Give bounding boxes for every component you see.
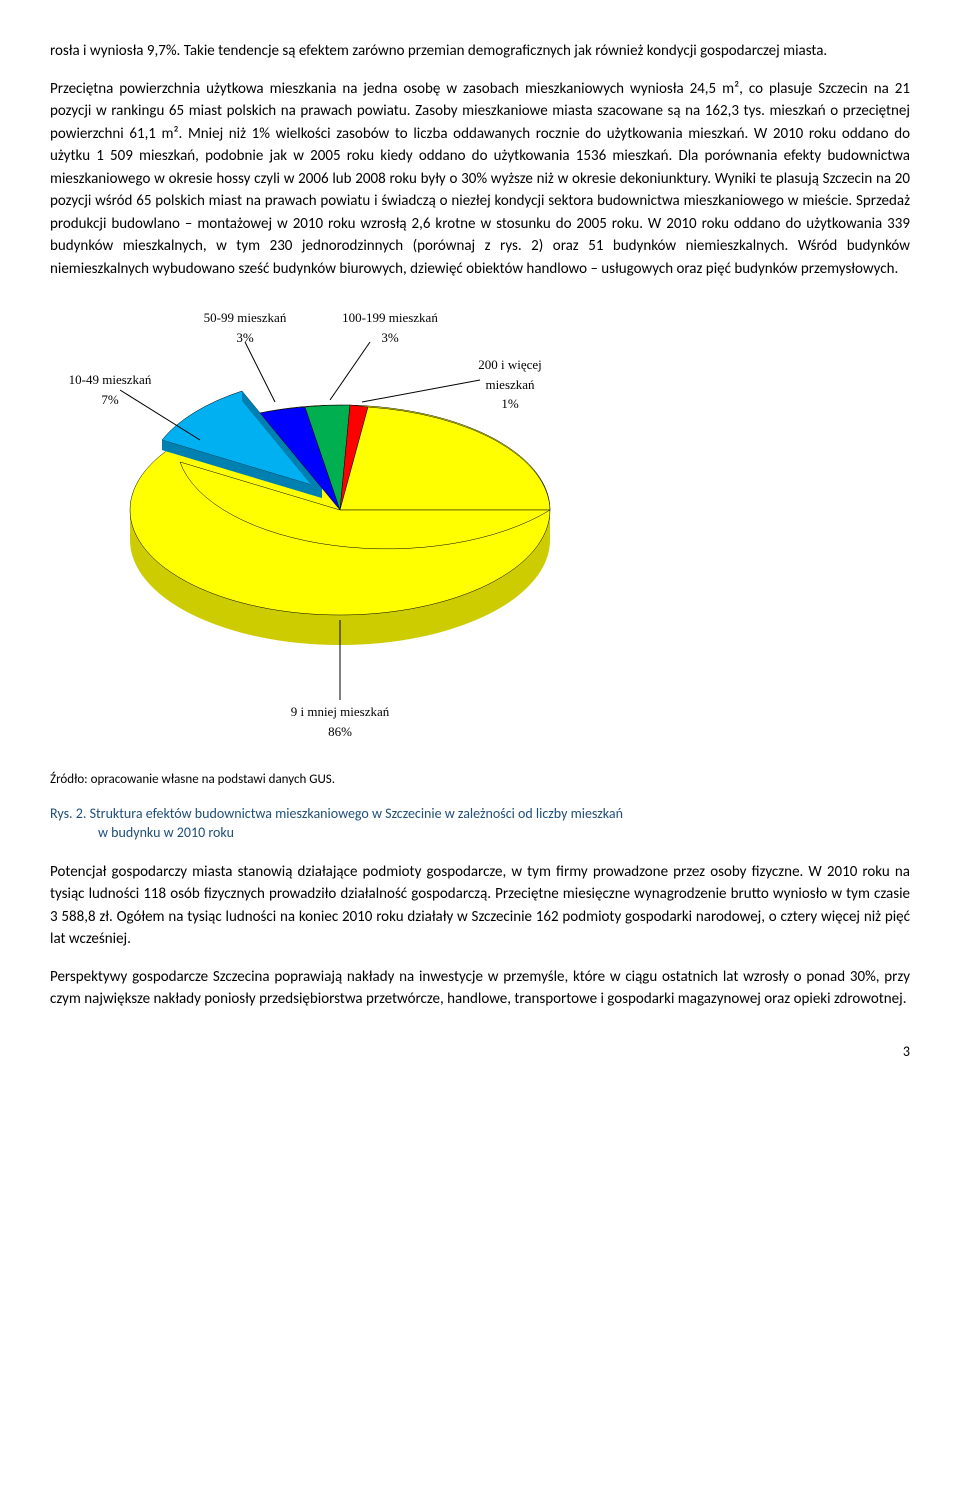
chart-source: Źródło: opracowanie własne na podstawi d…: [50, 770, 910, 790]
pie-label-10-49: 10-49 mieszkań 7%: [50, 370, 170, 409]
paragraph-economy-2: Perspektywy gospodarcze Szczecina popraw…: [50, 966, 910, 1011]
paragraph-intro: rosła i wyniosła 9,7%. Takie tendencje s…: [50, 40, 910, 63]
pie-label-200plus: 200 i więcej mieszkań 1%: [450, 355, 570, 414]
pie-label-100-199: 100-199 mieszkań 3%: [320, 308, 460, 347]
pie-label-50-99: 50-99 mieszkań 3%: [180, 308, 310, 347]
pie-label-9less: 9 i mniej mieszkań 86%: [270, 702, 410, 741]
page-number: 3: [50, 1041, 910, 1062]
paragraph-economy-1: Potencjał gospodarczy miasta stanowią dz…: [50, 861, 910, 951]
pie-chart: 10-49 mieszkań 7% 50-99 mieszkań 3% 100-…: [50, 300, 610, 760]
paragraph-main: Przeciętna powierzchnia użytkowa mieszka…: [50, 78, 910, 281]
figure-caption: Rys. 2. Struktura efektów budownictwa mi…: [50, 804, 910, 843]
